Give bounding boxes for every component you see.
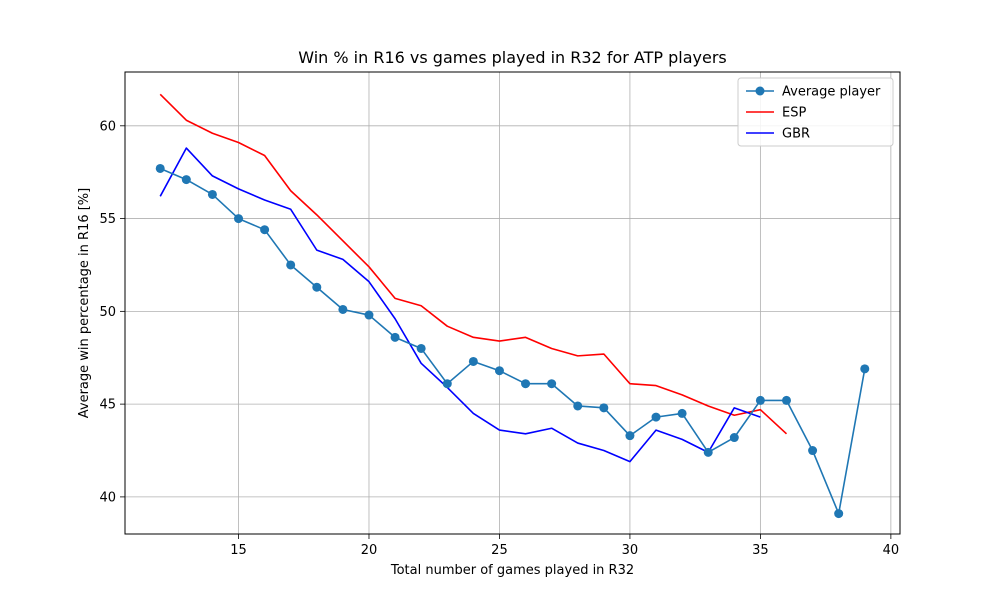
y-tick-label: 40	[99, 490, 116, 505]
data-point-average-player	[781, 395, 791, 405]
data-point-average-player	[207, 189, 217, 199]
legend-label: GBR	[782, 127, 810, 142]
legend-marker	[755, 86, 765, 96]
data-point-average-player	[521, 379, 531, 389]
x-tick-label: 15	[230, 543, 247, 558]
data-point-average-player	[677, 408, 687, 418]
legend: Average player ESP GBR	[737, 77, 894, 147]
grid-lines	[125, 72, 900, 534]
legend-label: ESP	[782, 106, 806, 121]
data-point-average-player	[260, 225, 270, 235]
series-line-gbr	[159, 147, 761, 463]
x-tick-label: 25	[491, 543, 508, 558]
data-point-average-player	[155, 163, 165, 173]
legend-box	[737, 77, 894, 147]
x-tick-label: 30	[622, 543, 639, 558]
data-point-average-player	[755, 395, 765, 405]
data-point-average-player	[547, 379, 557, 389]
x-tick-label: 35	[752, 543, 769, 558]
legend-label: Average player	[782, 85, 881, 100]
data-point-average-player	[494, 366, 504, 376]
data-point-average-player	[599, 403, 609, 413]
data-point-average-player	[390, 332, 400, 342]
data-point-average-player	[338, 304, 348, 314]
data-point-average-player	[729, 433, 739, 443]
data-point-average-player	[312, 282, 322, 292]
chart-title: Win % in R16 vs games played in R32 for …	[298, 48, 727, 67]
data-point-average-player	[573, 401, 583, 411]
data-point-average-player	[286, 260, 296, 270]
data-point-average-player	[651, 412, 661, 422]
x-tick-label: 40	[883, 543, 900, 558]
x-tick-label: 20	[361, 543, 378, 558]
data-point-average-player	[703, 447, 713, 457]
data-point-average-player	[860, 364, 870, 374]
y-tick-label: 60	[99, 119, 116, 134]
data-point-average-player	[834, 509, 844, 519]
data-point-average-player	[468, 356, 478, 366]
data-point-average-player	[234, 214, 244, 224]
x-axis-label: Total number of games played in R32	[390, 563, 634, 578]
y-tick-label: 50	[99, 305, 116, 320]
series-lines	[155, 93, 870, 519]
axis-ticks: 15 20 25 30 35 40 40 45 50 55 60	[99, 119, 899, 558]
y-axis-label: Average win percentage in R16 [%]	[77, 188, 92, 418]
plot-area-frame	[124, 71, 901, 535]
series-line-average-player	[159, 167, 866, 515]
data-point-average-player	[364, 310, 374, 320]
y-tick-label: 45	[99, 398, 116, 413]
data-point-average-player	[808, 446, 818, 456]
data-point-average-player	[181, 175, 191, 185]
y-tick-label: 55	[99, 212, 116, 227]
data-point-average-player	[625, 431, 635, 441]
data-point-average-player	[442, 379, 452, 389]
data-point-average-player	[416, 343, 426, 353]
series-line-esp	[159, 93, 788, 435]
